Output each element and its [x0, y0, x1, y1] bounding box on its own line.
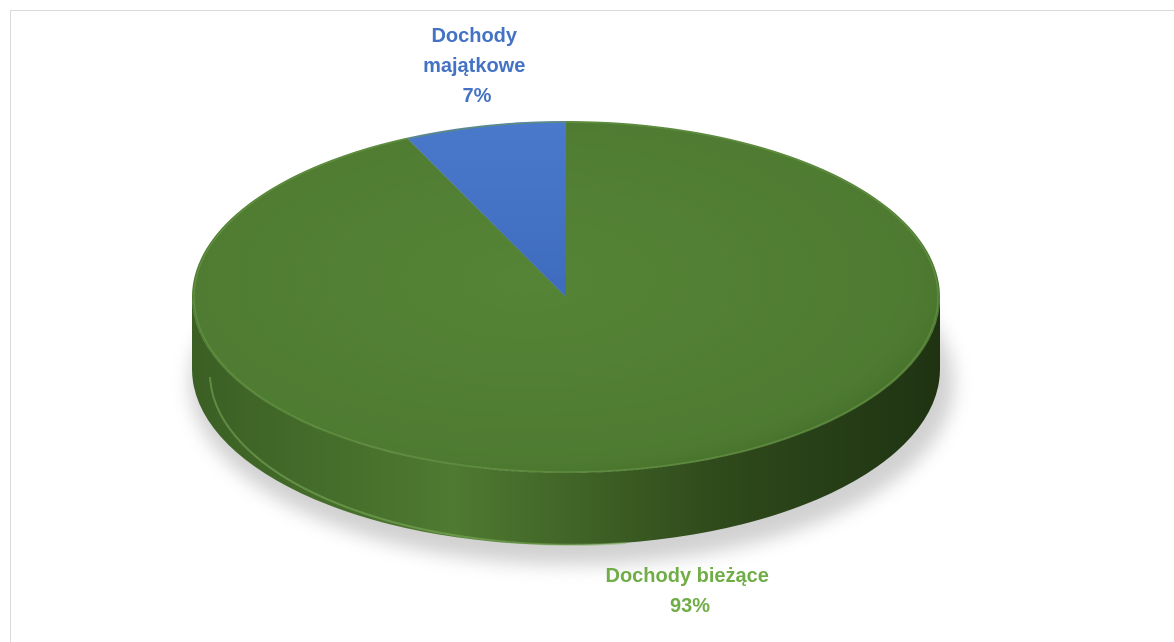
data-label-category-line2: majątkowe	[423, 55, 525, 77]
data-label-category-line1: Dochody	[431, 25, 517, 47]
data-label-dochody-biezace: Dochody bieżące 93%	[606, 565, 775, 617]
pie-slice-side-dochody-biezace	[192, 297, 940, 545]
data-label-dochody-majatkowe: Dochody majątkowe 7%	[423, 25, 531, 107]
pie-slice-dochody-biezace[interactable]	[191, 121, 940, 473]
pie-slice-dochody-majatkowe[interactable]	[406, 121, 566, 297]
pie-top-edge	[193, 121, 939, 473]
data-label-category: Dochody bieżące	[606, 565, 769, 587]
data-label-value: 7%	[463, 85, 492, 107]
pie-rim-highlight	[209, 376, 627, 546]
data-label-value: 93%	[670, 595, 710, 617]
